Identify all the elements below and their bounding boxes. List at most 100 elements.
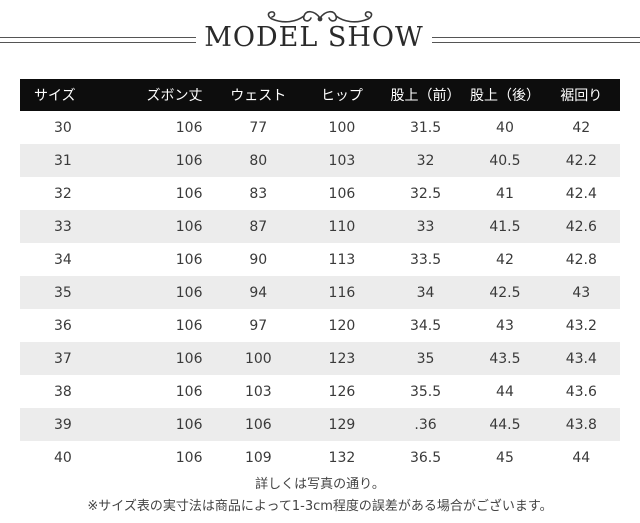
- table-cell: 33.5: [409, 251, 442, 268]
- column-header: 股上（前）: [383, 79, 468, 111]
- column-header: ヒップ: [300, 79, 384, 111]
- table-body: 30 106 77 100 31.5 40 42 31 106 80 103 32 40.5 42.2 32…: [20, 111, 620, 474]
- table-cell: 41: [496, 185, 514, 202]
- table-cell: 43: [542, 276, 620, 309]
- table-cell: 32: [383, 144, 468, 177]
- table-cell: 43.6: [565, 383, 597, 400]
- table-cell: 39: [20, 408, 121, 441]
- table-cell: 106: [328, 185, 356, 202]
- table-cell: 42.5: [467, 276, 543, 309]
- table-header: サイズ ズボン丈 ウェスト ヒップ 股上（前） 股上（後） 裾回り: [20, 79, 620, 111]
- table-cell: 80: [216, 144, 301, 177]
- size-table: サイズ ズボン丈 ウェスト ヒップ 股上（前） 股上（後） 裾回り 30 106 77 100 31…: [20, 79, 620, 474]
- table-cell: 106: [175, 317, 203, 334]
- table-cell: 97: [249, 317, 268, 334]
- table-cell: 42.2: [542, 144, 620, 177]
- title-rule-left: [0, 37, 196, 43]
- table-cell: 42: [572, 119, 591, 136]
- page-title: MODEL SHOW: [204, 22, 424, 53]
- table-cell: 42.8: [565, 251, 597, 268]
- table-cell: 42.4: [565, 185, 597, 202]
- table-cell: 34: [54, 251, 72, 268]
- table-cell: 106: [120, 276, 217, 309]
- table-cell: 100: [216, 342, 301, 375]
- column-header: サイズ: [20, 79, 121, 111]
- table-cell: 103: [244, 383, 272, 400]
- table-cell: 106: [175, 185, 203, 202]
- table-row: 35 106 94 116 34 42.5 43: [20, 276, 620, 309]
- table-cell: 90: [249, 251, 268, 268]
- table-cell: 113: [328, 251, 356, 268]
- table-row: 40 106 109 132 36.5 45 44: [20, 441, 620, 474]
- table-cell: 42: [496, 251, 514, 268]
- table-cell: 33: [20, 210, 121, 243]
- table-cell: 103: [300, 144, 384, 177]
- table-cell: 129: [300, 408, 384, 441]
- table-cell: 40: [496, 119, 514, 136]
- table-cell: 32: [54, 185, 72, 202]
- column-header: ウェスト: [216, 79, 301, 111]
- table-cell: 34.5: [409, 317, 442, 334]
- table-cell: 35: [383, 342, 468, 375]
- table-cell: 43.2: [565, 317, 597, 334]
- table-cell: 106: [120, 342, 217, 375]
- table-row: 36 106 97 120 34.5 43 43.2: [20, 309, 620, 342]
- table-cell: 106: [175, 251, 203, 268]
- notes: 詳しくは写真の通り。 ※サイズ表の実寸法は商品によって1-3cm程度の誤差がある…: [0, 474, 640, 518]
- table-cell: 120: [328, 317, 356, 334]
- table-cell: 44.5: [467, 408, 543, 441]
- table-cell: 132: [328, 449, 356, 466]
- table-cell: 32.5: [409, 185, 442, 202]
- table-cell: 94: [216, 276, 301, 309]
- table-cell: 30: [54, 119, 72, 136]
- table-cell: 33: [383, 210, 468, 243]
- table-cell: 106: [216, 408, 301, 441]
- table-cell: 38: [54, 383, 72, 400]
- table-cell: 109: [244, 449, 272, 466]
- table-cell: 41.5: [467, 210, 543, 243]
- table-cell: 42.6: [542, 210, 620, 243]
- table-cell: 123: [300, 342, 384, 375]
- table-cell: 35.5: [409, 383, 442, 400]
- table-cell: 36.5: [409, 449, 442, 466]
- column-header: 股上（後）: [467, 79, 543, 111]
- table-cell: 106: [120, 144, 217, 177]
- table-cell: 43.5: [467, 342, 543, 375]
- table-cell: 34: [383, 276, 468, 309]
- table-row: 32 106 83 106 32.5 41 42.4: [20, 177, 620, 210]
- note-line-1: 詳しくは写真の通り。: [255, 477, 385, 492]
- header: MODEL SHOW: [0, 0, 640, 70]
- table-header-row: サイズ ズボン丈 ウェスト ヒップ 股上（前） 股上（後） 裾回り: [20, 79, 620, 111]
- table-row: 33 106 87 110 33 41.5 42.6: [20, 210, 620, 243]
- table-cell: 106: [120, 210, 217, 243]
- table-row: 38 106 103 126 35.5 44 43.6: [20, 375, 620, 408]
- table-cell: 31.5: [409, 119, 442, 136]
- table-cell: 40: [54, 449, 72, 466]
- table-cell: 116: [300, 276, 384, 309]
- table-cell: 45: [496, 449, 514, 466]
- table-cell: 43.4: [542, 342, 620, 375]
- table-cell: 106: [175, 449, 203, 466]
- table-cell: 31: [20, 144, 121, 177]
- table-row: 34 106 90 113 33.5 42 42.8: [20, 243, 620, 276]
- table-cell: 87: [216, 210, 301, 243]
- table-cell: 77: [249, 119, 268, 136]
- table-cell: 126: [328, 383, 356, 400]
- table-cell: 44: [496, 383, 514, 400]
- table-row: 37 106 100 123 35 43.5 43.4: [20, 342, 620, 375]
- table-cell: .36: [383, 408, 468, 441]
- title-rule-right: [432, 37, 640, 43]
- flourish-ornament-icon: [267, 10, 373, 23]
- table-row: 30 106 77 100 31.5 40 42: [20, 111, 620, 144]
- table-cell: 110: [300, 210, 384, 243]
- table-cell: 35: [20, 276, 121, 309]
- column-header: ズボン丈: [120, 79, 217, 111]
- table-cell: 83: [249, 185, 268, 202]
- table-cell: 44: [572, 449, 591, 466]
- table-cell: 106: [175, 119, 203, 136]
- column-header: 裾回り: [542, 79, 620, 111]
- table-row: 39 106 106 129.36 44.5 43.8: [20, 408, 620, 441]
- table-cell: 106: [120, 408, 217, 441]
- table-cell: 37: [20, 342, 121, 375]
- table-cell: 43.8: [542, 408, 620, 441]
